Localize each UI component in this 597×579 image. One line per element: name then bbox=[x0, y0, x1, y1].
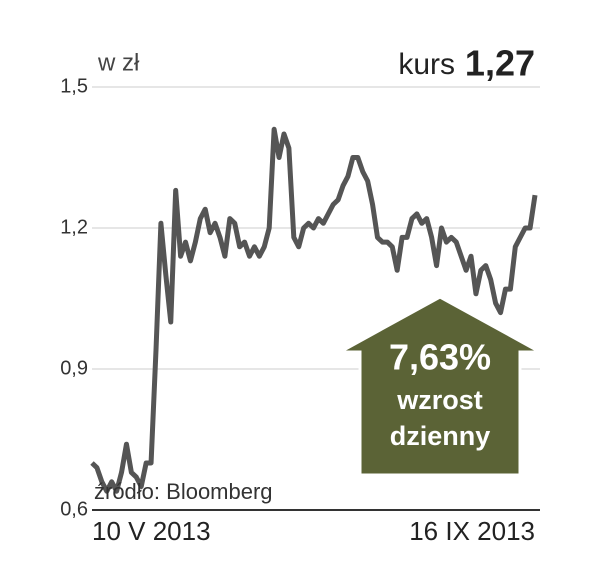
y-tick-label: 0,6 bbox=[60, 498, 88, 520]
price-value: 1,27 bbox=[465, 43, 535, 84]
badge-arrow bbox=[339, 295, 541, 477]
plot-area: 0,6 0,9 1,2 1,5 10 V 2013 16 IX 2013 bbox=[60, 75, 540, 546]
x-tick-label: 16 IX 2013 bbox=[409, 516, 535, 546]
y-tick-label: 1,2 bbox=[60, 216, 88, 238]
price-line bbox=[90, 126, 538, 494]
y-tick-label: 0,9 bbox=[60, 357, 88, 379]
y-tick-label: 1,5 bbox=[60, 75, 88, 97]
price-label: kurs bbox=[398, 48, 455, 81]
x-tick-label: 10 V 2013 bbox=[92, 516, 211, 546]
unit-label: w zł bbox=[97, 49, 140, 76]
badge-line: wzrost bbox=[396, 385, 483, 415]
badge-change: 7,63% bbox=[389, 337, 491, 378]
badge-line: dzienny bbox=[390, 421, 491, 451]
source-note: źródło: Bloomberg bbox=[94, 479, 273, 504]
